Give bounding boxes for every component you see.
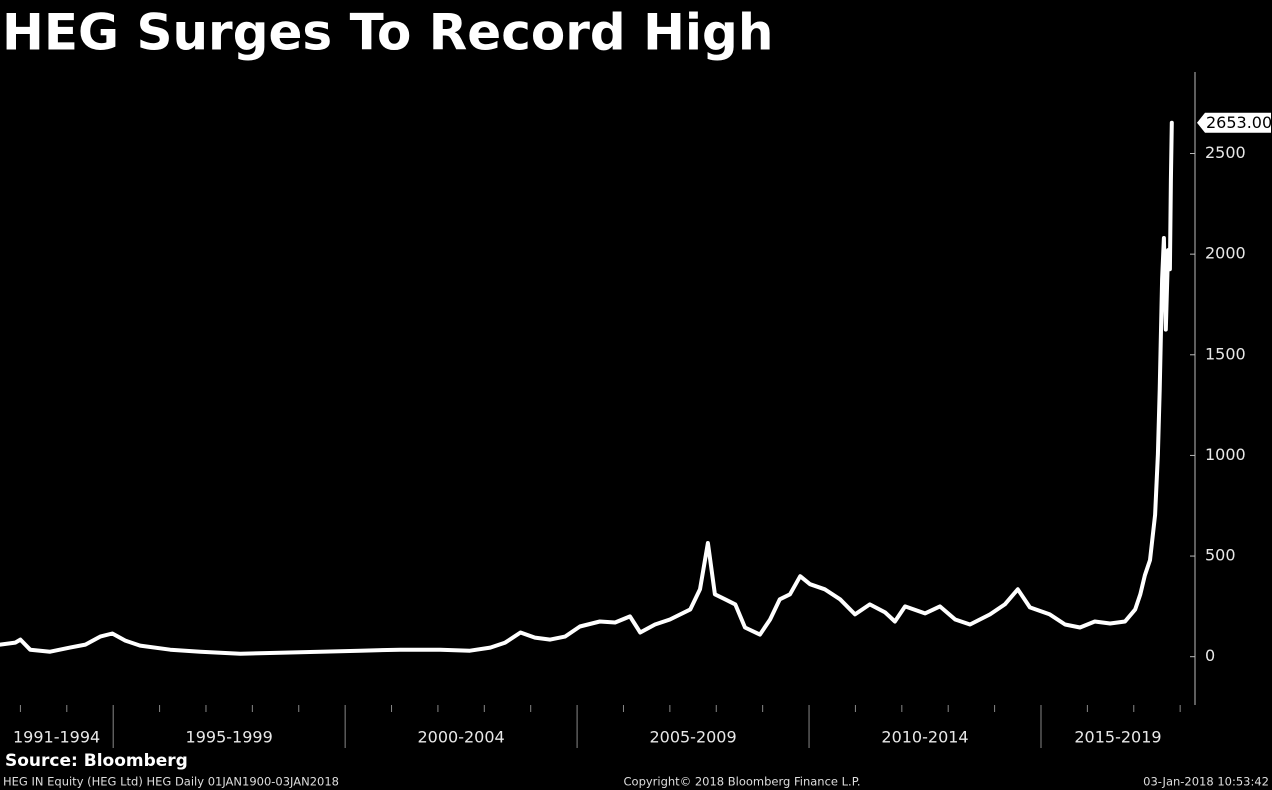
- last-value-label: 2653.00: [1206, 113, 1272, 132]
- y-tick-label: 500: [1205, 546, 1236, 565]
- y-tick-label: 1500: [1205, 344, 1246, 363]
- price-line: [0, 120, 1174, 656]
- x-period-label: 1991-1994: [13, 728, 100, 747]
- y-tick-label: 1000: [1205, 445, 1246, 464]
- ticker-info: HEG IN Equity (HEG Ltd) HEG Daily 01JAN1…: [3, 775, 339, 789]
- copyright: Copyright© 2018 Bloomberg Finance L.P.: [624, 775, 861, 789]
- chart-title: HEG Surges To Record High: [2, 4, 773, 62]
- x-period-label: 2015-2019: [1074, 728, 1161, 747]
- last-value-marker: [1197, 112, 1271, 133]
- y-tick-label: 0: [1205, 646, 1215, 665]
- x-period-label: 2005-2009: [649, 728, 736, 747]
- source: Source: Bloomberg: [5, 751, 188, 771]
- timestamp: 03-Jan-2018 10:53:42: [1143, 775, 1269, 789]
- y-tick-label: 2000: [1205, 244, 1246, 263]
- x-period-label: 1995-1999: [186, 728, 273, 747]
- y-tick-label: 2500: [1205, 143, 1246, 162]
- x-period-label: 2000-2004: [418, 728, 505, 747]
- x-period-label: 2010-2014: [881, 728, 968, 747]
